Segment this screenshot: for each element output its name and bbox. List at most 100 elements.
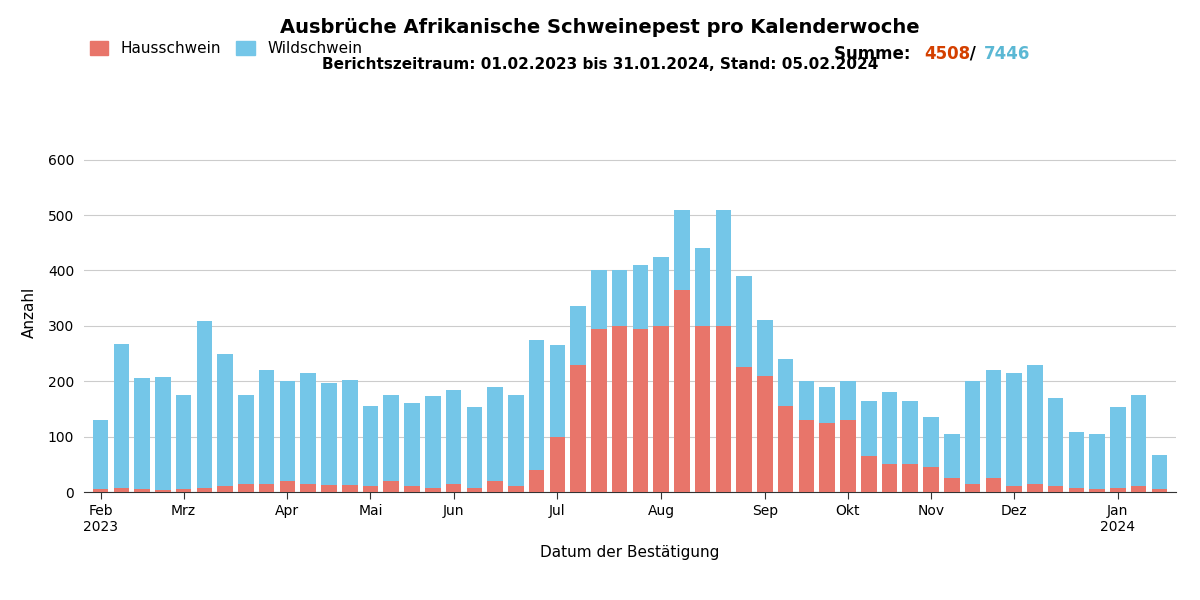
Bar (217, 353, 233, 487)
Bar (882, 464, 898, 492)
Bar (1048, 487, 1063, 492)
Bar (300, 373, 316, 484)
Bar (1130, 487, 1146, 492)
Bar (1090, 489, 1105, 492)
Bar (362, 487, 378, 492)
Bar (467, 407, 482, 488)
X-axis label: Datum der Bestätigung: Datum der Bestätigung (540, 545, 720, 560)
Bar (197, 322, 212, 488)
Bar (737, 276, 752, 367)
Text: 4508: 4508 (924, 45, 970, 63)
Bar (799, 420, 815, 492)
Bar (1090, 434, 1105, 489)
Bar (1068, 488, 1084, 492)
Bar (902, 464, 918, 492)
Bar (592, 271, 607, 329)
Bar (799, 381, 815, 420)
Bar (384, 481, 400, 492)
Bar (114, 344, 130, 488)
Bar (923, 467, 938, 492)
Bar (197, 488, 212, 492)
Bar (1068, 432, 1084, 488)
Bar (653, 326, 668, 492)
Bar (965, 381, 980, 484)
Bar (487, 481, 503, 492)
Text: Ausbrüche Afrikanische Schweinepest pro Kalenderwoche: Ausbrüche Afrikanische Schweinepest pro … (280, 18, 920, 37)
Bar (674, 209, 690, 290)
Bar (362, 406, 378, 487)
Bar (155, 490, 170, 492)
Bar (176, 395, 192, 489)
Bar (217, 487, 233, 492)
Bar (923, 417, 938, 467)
Bar (92, 420, 108, 489)
Bar (384, 395, 400, 481)
Bar (965, 484, 980, 492)
Bar (985, 370, 1001, 478)
Y-axis label: Anzahl: Anzahl (22, 286, 37, 338)
Bar (653, 257, 668, 326)
Bar (404, 403, 420, 487)
Bar (592, 329, 607, 492)
Bar (944, 434, 960, 478)
Bar (778, 406, 793, 492)
Bar (944, 478, 960, 492)
Bar (632, 265, 648, 329)
Bar (508, 487, 523, 492)
Bar (1110, 407, 1126, 488)
Bar (550, 437, 565, 492)
Bar (425, 396, 440, 488)
Bar (134, 489, 150, 492)
Bar (342, 485, 358, 492)
Bar (259, 370, 275, 484)
Bar (632, 329, 648, 492)
Bar (404, 487, 420, 492)
Bar (612, 326, 628, 492)
Bar (820, 423, 835, 492)
Bar (322, 485, 337, 492)
Bar (1152, 489, 1168, 492)
Bar (695, 248, 710, 326)
Bar (840, 381, 856, 420)
Bar (1152, 455, 1168, 489)
Bar (322, 383, 337, 485)
Bar (757, 320, 773, 376)
Bar (114, 488, 130, 492)
Bar (860, 401, 876, 456)
Bar (445, 389, 461, 484)
Bar (570, 365, 586, 492)
Bar (695, 326, 710, 492)
Bar (715, 326, 731, 492)
Bar (487, 387, 503, 481)
Text: /: / (964, 45, 982, 63)
Bar (1130, 395, 1146, 487)
Bar (820, 387, 835, 423)
Bar (902, 401, 918, 464)
Bar (342, 380, 358, 485)
Bar (570, 307, 586, 365)
Text: Berichtszeitraum: 01.02.2023 bis 31.01.2024, Stand: 05.02.2024: Berichtszeitraum: 01.02.2023 bis 31.01.2… (322, 57, 878, 72)
Bar (737, 367, 752, 492)
Bar (840, 420, 856, 492)
Bar (778, 359, 793, 406)
Bar (529, 340, 545, 470)
Bar (134, 379, 150, 489)
Bar (1110, 488, 1126, 492)
Bar (280, 381, 295, 481)
Bar (280, 481, 295, 492)
Legend: Hausschwein, Wildschwein: Hausschwein, Wildschwein (84, 35, 368, 62)
Bar (882, 392, 898, 464)
Bar (300, 484, 316, 492)
Text: 7446: 7446 (984, 45, 1031, 63)
Bar (860, 456, 876, 492)
Bar (176, 489, 192, 492)
Bar (529, 470, 545, 492)
Bar (155, 377, 170, 490)
Bar (92, 489, 108, 492)
Bar (1027, 484, 1043, 492)
Bar (445, 484, 461, 492)
Bar (674, 290, 690, 492)
Bar (238, 395, 253, 484)
Bar (715, 209, 731, 326)
Bar (1007, 487, 1022, 492)
